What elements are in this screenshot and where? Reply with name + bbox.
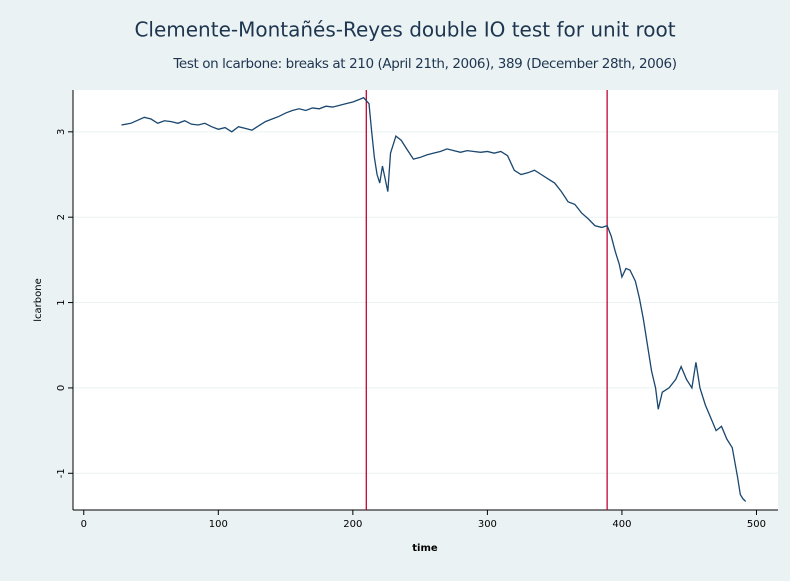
chart-title: Clemente-Montañés-Reyes double IO test f… xyxy=(134,18,675,42)
x-tick-label: 400 xyxy=(612,519,631,530)
y-tick-label: 1 xyxy=(56,299,67,305)
plot-area xyxy=(73,90,778,510)
data-line xyxy=(121,96,747,502)
x-tick-label: 500 xyxy=(747,519,766,530)
x-tick-label: 300 xyxy=(478,519,497,530)
y-tick-label: -1 xyxy=(56,468,67,478)
x-axis-label: time xyxy=(412,543,438,554)
y-tick-label: 3 xyxy=(56,129,67,135)
x-tick-label: 100 xyxy=(209,519,228,530)
y-axis-label: lcarbone xyxy=(33,278,44,321)
x-tick-label: 200 xyxy=(343,519,362,530)
x-tick-label: 0 xyxy=(81,519,87,530)
y-tick-label: 0 xyxy=(56,385,67,391)
y-tick-label: 2 xyxy=(56,214,67,220)
chart-subtitle: Test on lcarbone: breaks at 210 (April 2… xyxy=(172,56,676,72)
